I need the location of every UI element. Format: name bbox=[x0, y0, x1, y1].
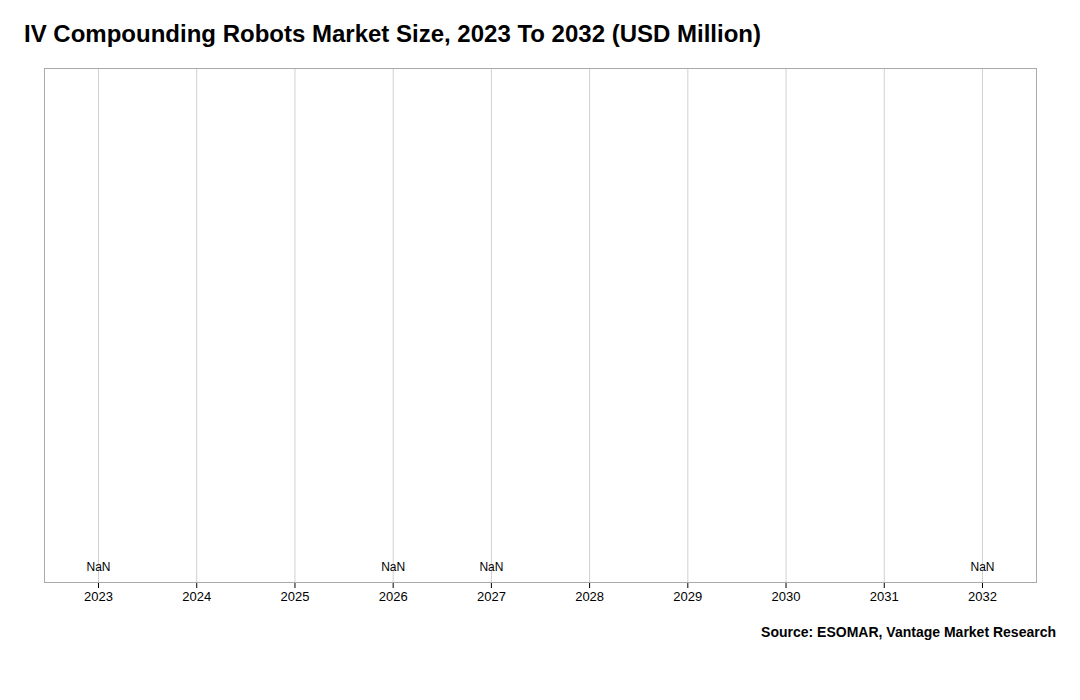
svg-text:2031: 2031 bbox=[870, 589, 899, 604]
svg-text:2028: 2028 bbox=[575, 589, 604, 604]
svg-text:2032: 2032 bbox=[968, 589, 997, 604]
svg-text:2026: 2026 bbox=[379, 589, 408, 604]
svg-text:2024: 2024 bbox=[182, 589, 211, 604]
svg-text:2023: 2023 bbox=[84, 589, 113, 604]
svg-text:2030: 2030 bbox=[772, 589, 801, 604]
html-text:IV Compounding Robots Market S: IV Compounding Robots Market Size, 2023 … bbox=[24, 20, 761, 47]
svg-text:NaN: NaN bbox=[479, 560, 503, 574]
svg-text:2029: 2029 bbox=[673, 589, 702, 604]
svg-text:NaN: NaN bbox=[381, 560, 405, 574]
svg-text:NaN: NaN bbox=[970, 560, 994, 574]
svg-text:2025: 2025 bbox=[280, 589, 309, 604]
svg-text:2027: 2027 bbox=[477, 589, 506, 604]
svg-text:NaN: NaN bbox=[87, 560, 111, 574]
html-text:Source: ESOMAR, Vantage Market: Source: ESOMAR, Vantage Market Research bbox=[761, 624, 1056, 640]
